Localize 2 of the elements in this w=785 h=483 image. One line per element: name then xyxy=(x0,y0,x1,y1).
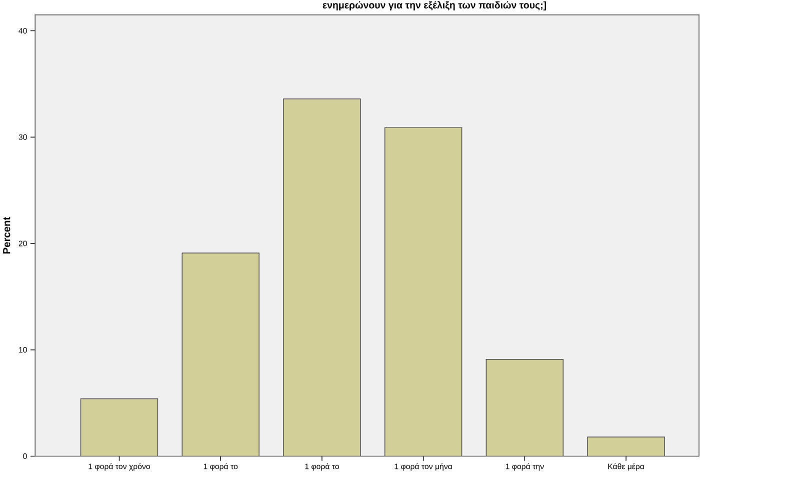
y-axis-title: Percent xyxy=(3,216,10,254)
chart-title: ενημερώνουν για την εξέλιξη των παιδιών τους;] xyxy=(322,1,546,10)
